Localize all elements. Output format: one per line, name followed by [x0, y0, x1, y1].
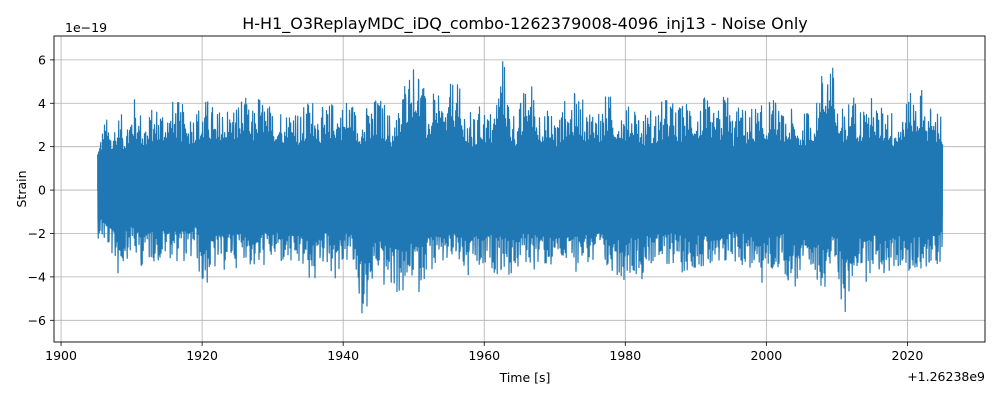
- x-tick-label: 1980: [609, 348, 641, 363]
- x-tick-label: 1920: [186, 348, 218, 363]
- y-axis-label: Strain: [14, 170, 29, 207]
- x-tick-label: 1900: [45, 348, 77, 363]
- plot-frame: [53, 35, 986, 343]
- x-offset-label: +1.26238e9: [907, 369, 985, 384]
- y-tick-label: −2: [28, 226, 46, 241]
- y-tick-label: 4: [38, 96, 46, 111]
- y-tick-label: 0: [38, 183, 46, 198]
- x-axis-label: Time [s]: [499, 370, 551, 385]
- y-tick-label: −6: [28, 313, 46, 328]
- x-tick-label: 1960: [468, 348, 500, 363]
- data-series: [97, 61, 944, 314]
- y-tick-label: 2: [38, 139, 46, 154]
- chart-title: H-H1_O3ReplayMDC_iDQ_combo-1262379008-40…: [242, 14, 808, 34]
- x-tick-label: 2000: [750, 348, 782, 363]
- y-tick-label: 6: [38, 52, 46, 67]
- strain-series-core: [97, 164, 943, 217]
- y-tick-label: −4: [28, 269, 46, 284]
- x-tick-label: 2020: [892, 348, 924, 363]
- x-tick-label: 1940: [327, 348, 359, 363]
- y-scale-label: 1e−19: [65, 20, 107, 35]
- ticks: 1900 1920 1940 1960 1980 2000 2020 −6 −4 −2 0 2 4 6: [28, 52, 924, 363]
